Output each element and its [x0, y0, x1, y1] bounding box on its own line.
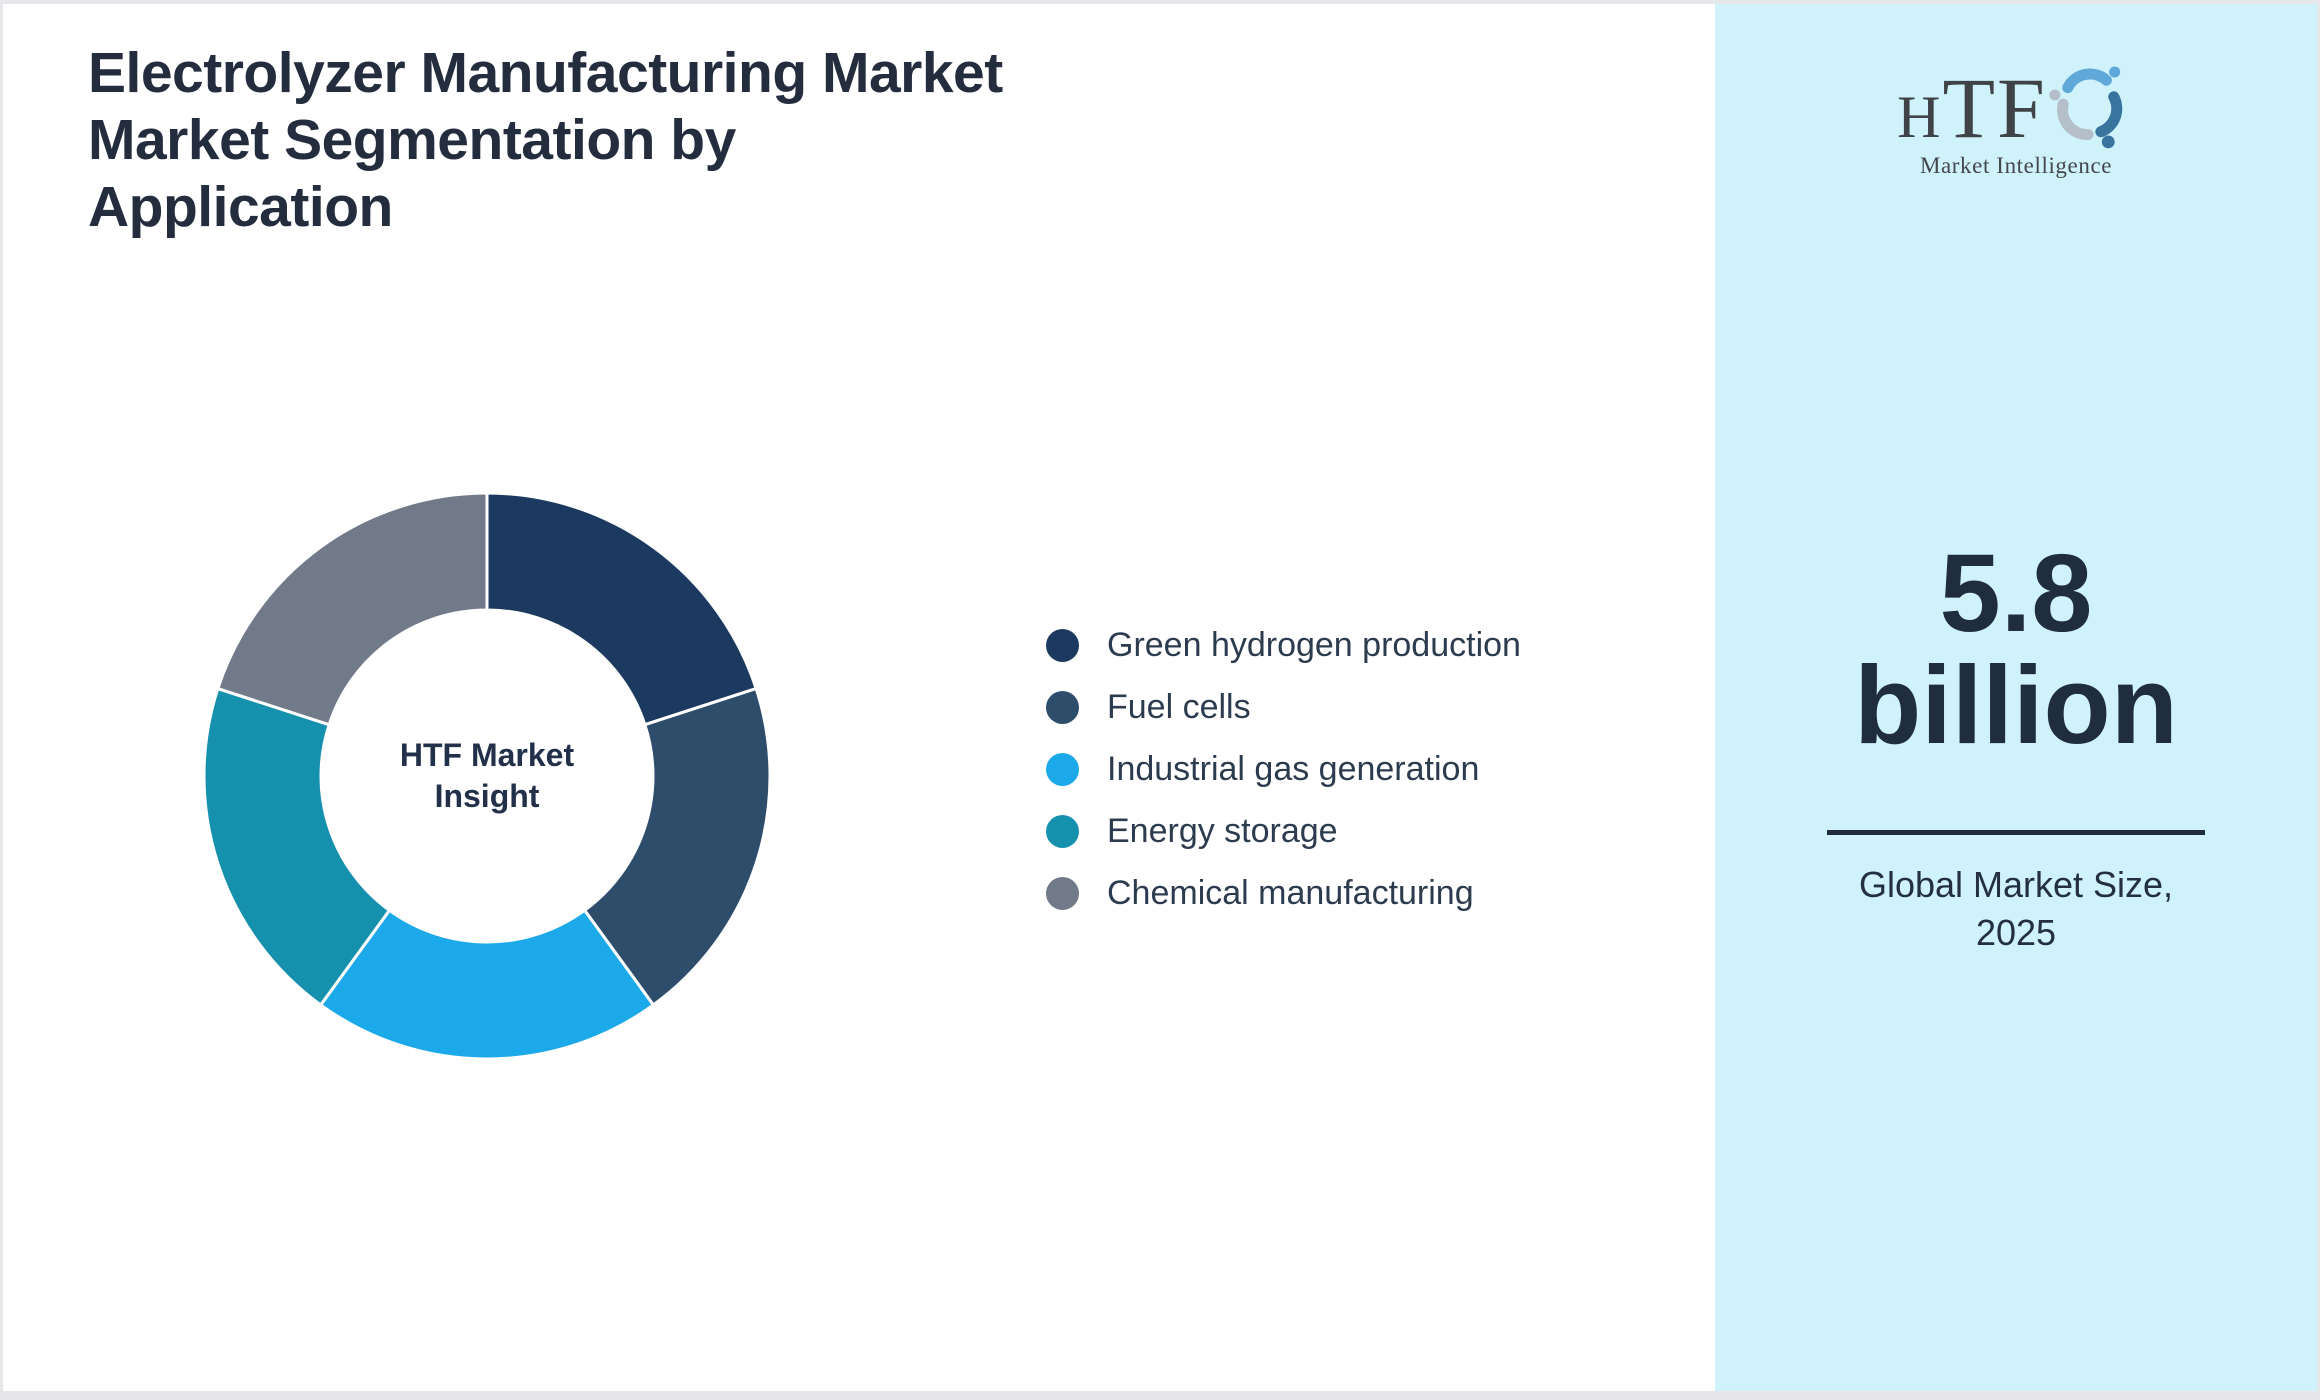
legend-label: Fuel cells [1107, 687, 1251, 726]
stat-value: 5.8 billion [1854, 538, 2178, 762]
donut-chart: HTF Market Insight [185, 474, 789, 1078]
stat-caption: Global Market Size, 2025 [1859, 861, 2173, 957]
logo-brand-text: HTF [1897, 62, 2047, 163]
legend-label: Green hydrogen production [1107, 625, 1521, 664]
htf-logo-mark-icon [2049, 66, 2123, 149]
dolphin-dot-light-blue [2109, 66, 2121, 78]
stat-value-number: 5.8 [1939, 532, 2093, 655]
dolphin-light-blue [2062, 68, 2112, 94]
legend-color-dot-icon [1046, 814, 1079, 848]
dolphin-gray [2056, 98, 2094, 141]
stat-caption-line-2: 2025 [1975, 912, 2057, 953]
legend-item: Fuel cells [1046, 676, 1521, 738]
legend-color-dot-icon [1046, 752, 1079, 786]
stat-value-unit: billion [1854, 644, 2178, 767]
title-line-2: Market Segmentation by [88, 108, 736, 172]
legend-color-dot-icon [1046, 876, 1079, 910]
chart-legend: Green hydrogen production Fuel cells Ind… [1046, 614, 1521, 924]
logo-brand-h: H [1897, 84, 1943, 150]
legend-item: Industrial gas generation [1046, 738, 1521, 800]
donut-segment-4 [216, 491, 489, 727]
stat-divider [1827, 830, 2205, 835]
donut-segment-0 [485, 491, 758, 727]
legend-label: Industrial gas generation [1107, 749, 1480, 788]
dolphin-steel-blue [2095, 91, 2123, 138]
bottom-strip [3, 1391, 2317, 1400]
legend-label: Energy storage [1107, 811, 1338, 850]
logo-brand-tf: TF [1942, 60, 2047, 156]
page-title: Electrolyzer Manufacturing Market Market… [88, 40, 1088, 241]
donut-segment-3 [202, 687, 391, 1007]
dolphin-dot-gray [2049, 89, 2061, 101]
donut-segment-1 [583, 687, 772, 1007]
title-line-3: Application [88, 175, 393, 239]
htf-logo: HTF Market Intelligence [1715, 62, 2317, 179]
legend-label: Chemical manufacturing [1107, 873, 1474, 912]
stat-caption-line-1: Global Market Size, [1858, 864, 2174, 905]
logo-tagline: Market Intelligence [1919, 153, 2113, 178]
legend-color-dot-icon [1046, 690, 1079, 724]
legend-color-dot-icon [1046, 628, 1079, 662]
legend-item: Green hydrogen production [1046, 614, 1521, 676]
title-line-1: Electrolyzer Manufacturing Market [88, 41, 1003, 105]
donut-segment-2 [319, 908, 655, 1061]
market-size-stat: 5.8 billion Global Market Size, 2025 [1715, 538, 2317, 957]
htf-logo-row: HTF [1897, 62, 2135, 163]
dolphin-dot-steel-blue [2101, 135, 2115, 149]
donut-chart-svg [202, 491, 772, 1061]
legend-item: Chemical manufacturing [1046, 862, 1521, 924]
legend-item: Energy storage [1046, 800, 1521, 862]
sidebar: HTF Market Intelligence 5.8 billion Glob [1715, 4, 2317, 1400]
